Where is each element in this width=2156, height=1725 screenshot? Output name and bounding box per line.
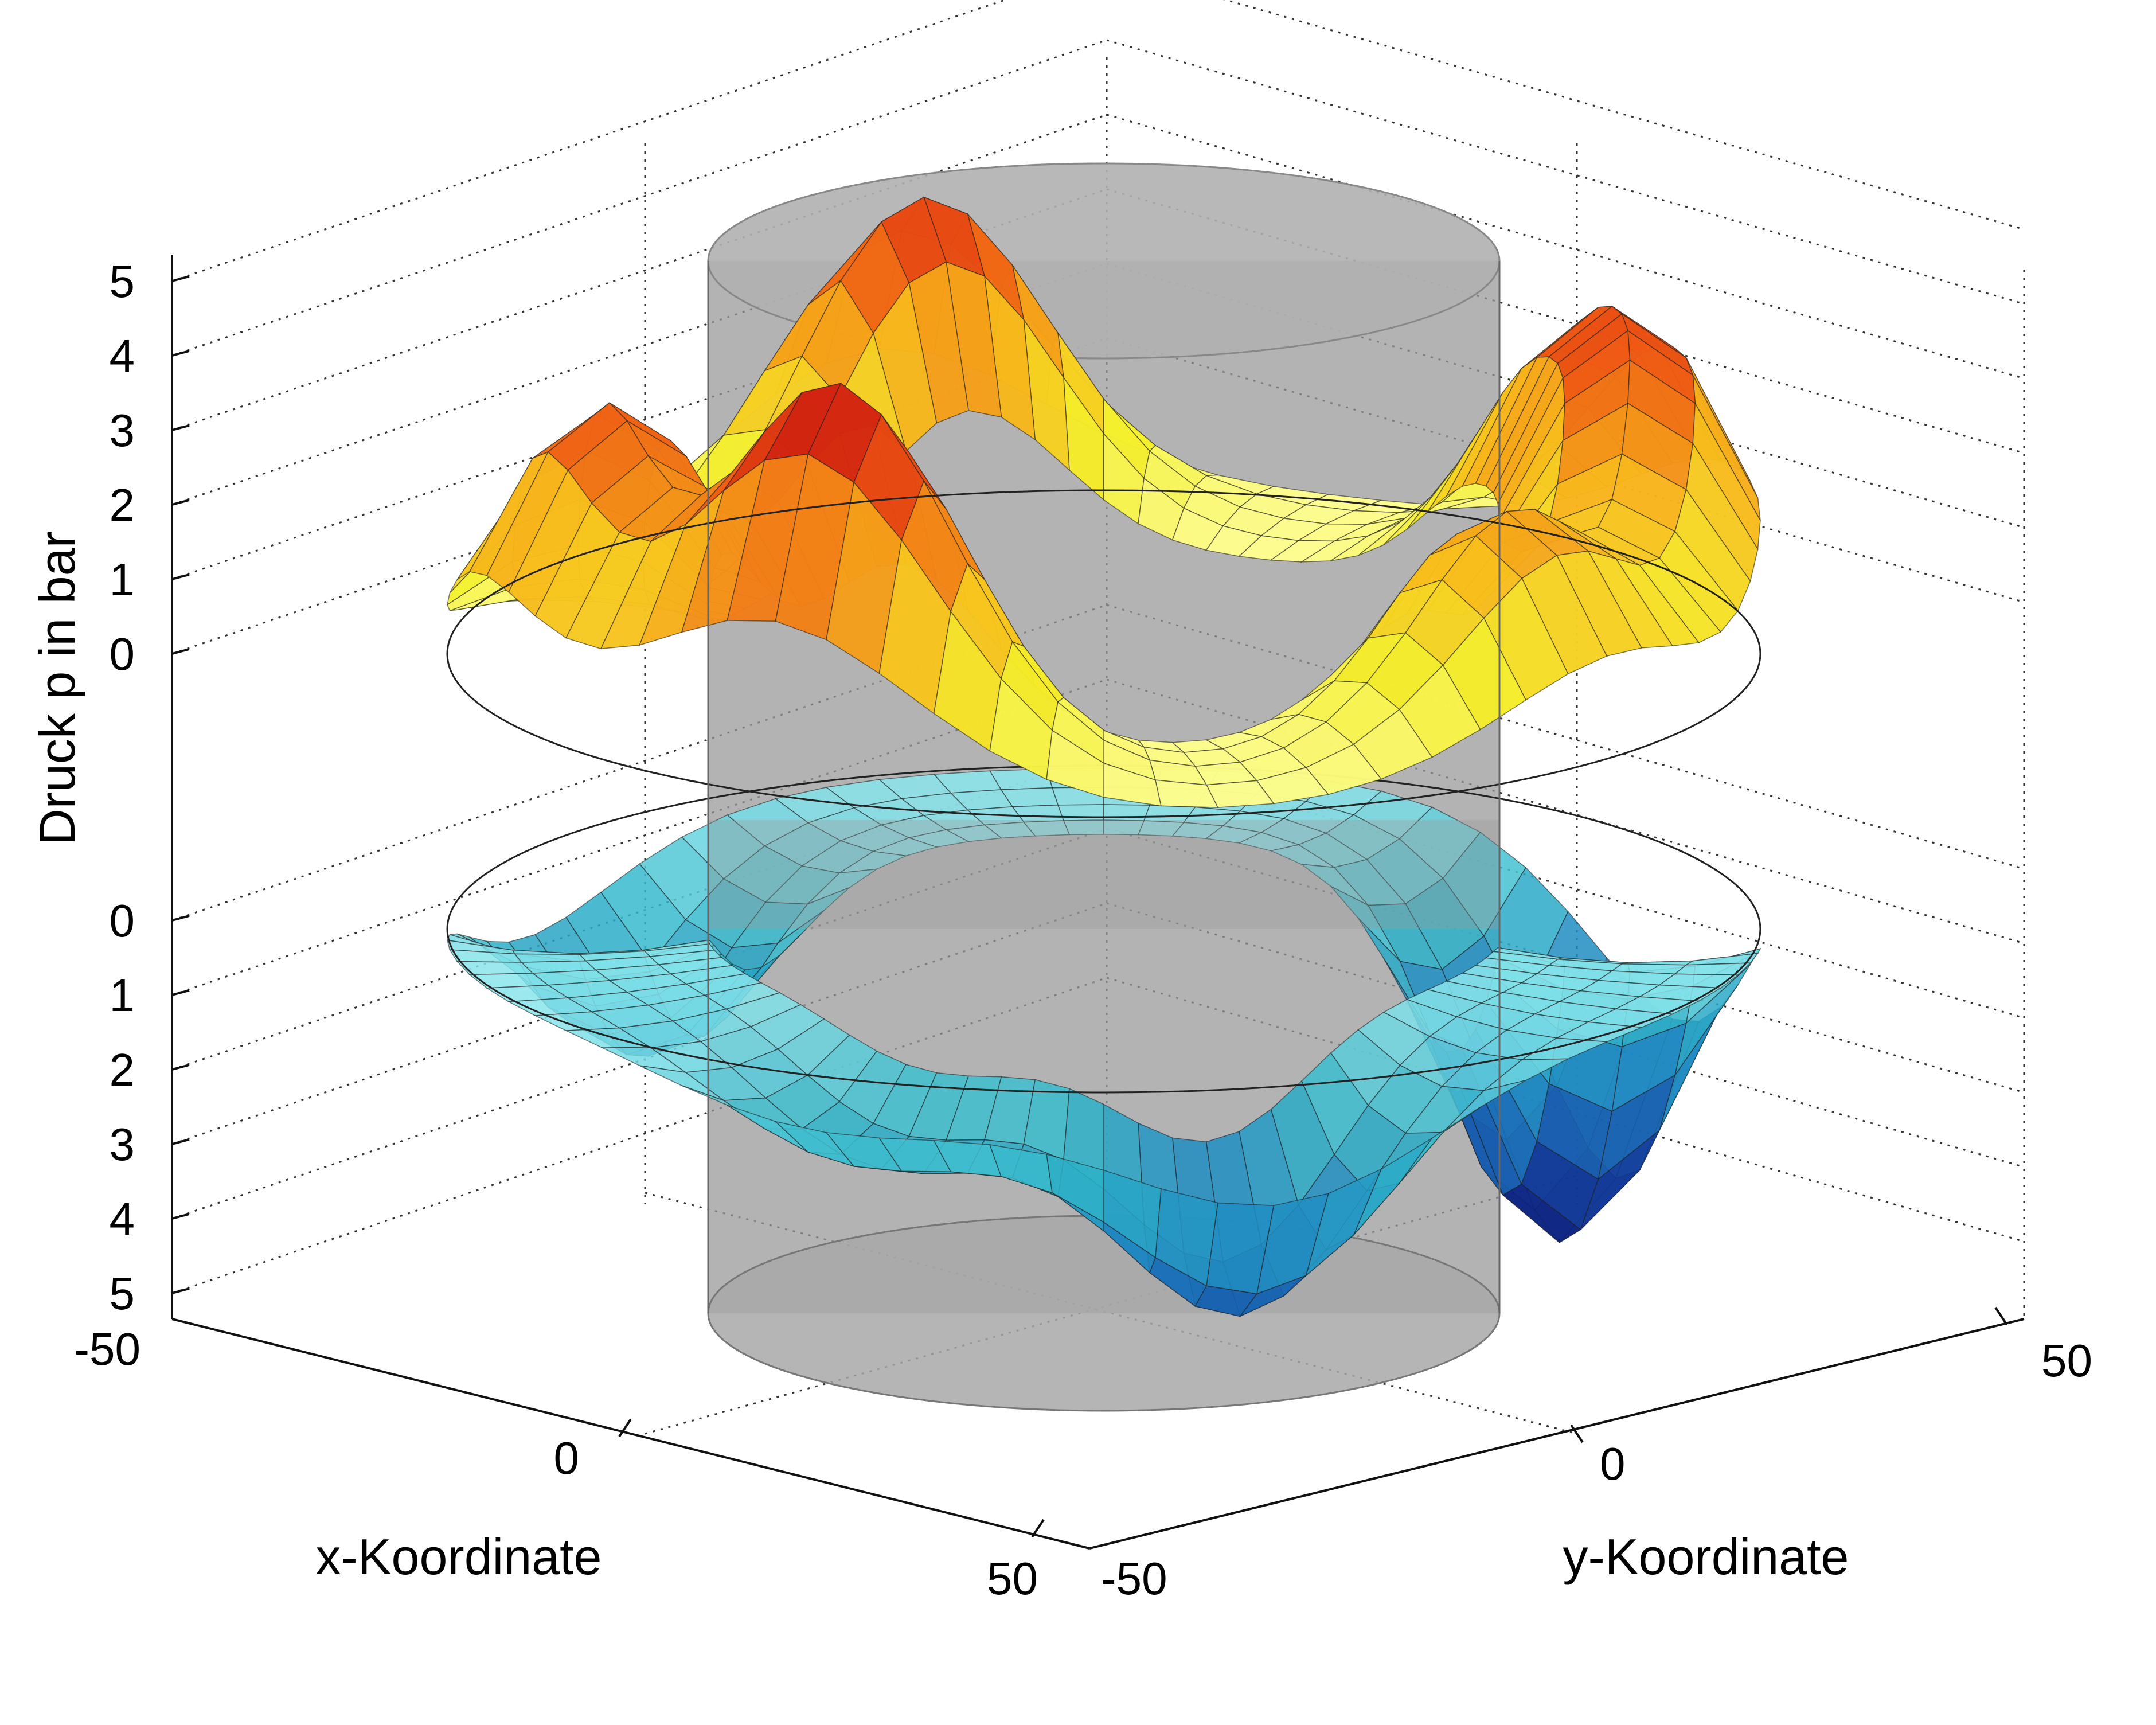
z-tick-label-upper: 5 [110, 256, 135, 307]
z-tick-label-lower: 0 [110, 895, 135, 946]
x-tick-label: -50 [74, 1324, 140, 1375]
y-tick [1994, 1306, 2008, 1326]
grid-line-right-wall [1106, 678, 2025, 945]
z-tick-upper [171, 573, 190, 580]
lower-surface-cell [1046, 1153, 1104, 1223]
cylinder-front-band [708, 820, 1499, 929]
x-tick [618, 1418, 632, 1438]
y-tick [1570, 1424, 1584, 1443]
grid-line-right-wall [1106, 828, 2025, 1094]
grid-line-right-wall [1106, 977, 2025, 1243]
z-tick-label-lower: 1 [110, 970, 135, 1021]
grid-line-right-wall [1106, 263, 2025, 529]
z-axis-label: Druck p in bar [29, 531, 85, 845]
z-tick-label-upper: 2 [110, 479, 135, 530]
y-axis-label: y-Koordinate [1563, 1528, 1849, 1585]
z-tick-upper [171, 499, 190, 506]
grid-line-right-wall [1106, 337, 2025, 603]
z-tick-label-upper: 0 [110, 629, 135, 680]
grid-line-right-wall [1106, 39, 2025, 305]
grid-line-right-wall [1106, 604, 2025, 870]
lower-surface-cell [1674, 962, 1752, 975]
z-tick-label-lower: 4 [110, 1193, 135, 1244]
x-tick-label: 50 [987, 1553, 1038, 1604]
cylinder-bottom-cap [707, 1215, 1501, 1412]
x-axis-line [171, 1318, 1090, 1550]
z-tick-upper [171, 275, 190, 282]
lower-surface-cell [1103, 804, 1151, 821]
upper-surface-rim [446, 489, 1761, 818]
upper-surface-cell [1046, 729, 1104, 798]
z-tick-upper [171, 350, 190, 357]
z-tick-label-lower: 3 [110, 1119, 135, 1170]
cylinder-front [707, 261, 1501, 1313]
grid-line-right-wall [1106, 902, 2025, 1168]
z-tick-lower [171, 1213, 190, 1220]
z-tick-upper [171, 648, 190, 655]
grid-line-right-wall [1106, 188, 2025, 454]
x-tick [1031, 1519, 1045, 1538]
lower-surface-cell [456, 961, 534, 975]
z-tick-label-lower: 2 [110, 1044, 135, 1095]
axes-lines [171, 255, 2025, 1550]
z-tick-label-upper: 3 [110, 405, 135, 456]
y-tick-label: 50 [2041, 1335, 2092, 1386]
grid-line-right-wall [1106, 753, 2025, 1019]
x-tick-label: 0 [554, 1433, 580, 1484]
z-tick-label-upper: 4 [110, 330, 135, 381]
y-tick-label: 0 [1600, 1438, 1626, 1489]
z-tick-label-upper: 1 [110, 554, 135, 605]
z-tick-lower [171, 1064, 190, 1071]
z-tick-lower [171, 1138, 190, 1145]
y-tick-label: -50 [1101, 1553, 1167, 1604]
z-tick-upper [171, 424, 190, 431]
z-tick-lower [171, 915, 190, 922]
grid-line-right-wall [1223, 0, 2025, 231]
y-axis-line [1089, 1318, 2025, 1550]
lower-surface-cell [1057, 804, 1104, 821]
z-tick-lower [171, 1287, 190, 1294]
x-axis-label: x-Koordinate [316, 1528, 602, 1585]
grid-line-right-wall [1106, 114, 2025, 380]
z-tick-label-lower: 5 [110, 1268, 135, 1319]
z-tick-lower [171, 989, 190, 996]
lower-pressure-surface [446, 764, 1762, 1317]
upper-pressure-surface [446, 196, 1761, 818]
